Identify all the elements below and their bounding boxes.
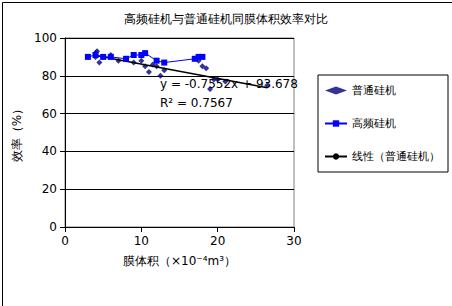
- svg-text:0: 0: [49, 220, 57, 234]
- svg-text:40: 40: [42, 144, 57, 158]
- svg-text:10: 10: [134, 234, 149, 248]
- svg-text:y = -0.7552x + 93.678: y = -0.7552x + 93.678: [160, 77, 298, 91]
- svg-text:膜体积（×10⁻⁴m³）: 膜体积（×10⁻⁴m³）: [123, 254, 236, 268]
- svg-text:80: 80: [42, 69, 57, 83]
- svg-text:效率（%）: 效率（%）: [10, 103, 24, 162]
- svg-text:100: 100: [34, 31, 57, 45]
- svg-text:20: 20: [210, 234, 225, 248]
- svg-text:60: 60: [42, 107, 57, 121]
- svg-text:高频硅机与普通硅机同膜体积效率对比: 高频硅机与普通硅机同膜体积效率对比: [124, 12, 328, 26]
- svg-text:普通硅机: 普通硅机: [352, 84, 396, 97]
- svg-text:0: 0: [61, 234, 69, 248]
- svg-text:20: 20: [42, 182, 57, 196]
- svg-text:30: 30: [286, 234, 301, 248]
- svg-text:高频硅机: 高频硅机: [352, 117, 396, 130]
- svg-text:R² = 0.7567: R² = 0.7567: [160, 96, 233, 110]
- svg-text:线性（普通硅机）: 线性（普通硅机）: [352, 150, 440, 163]
